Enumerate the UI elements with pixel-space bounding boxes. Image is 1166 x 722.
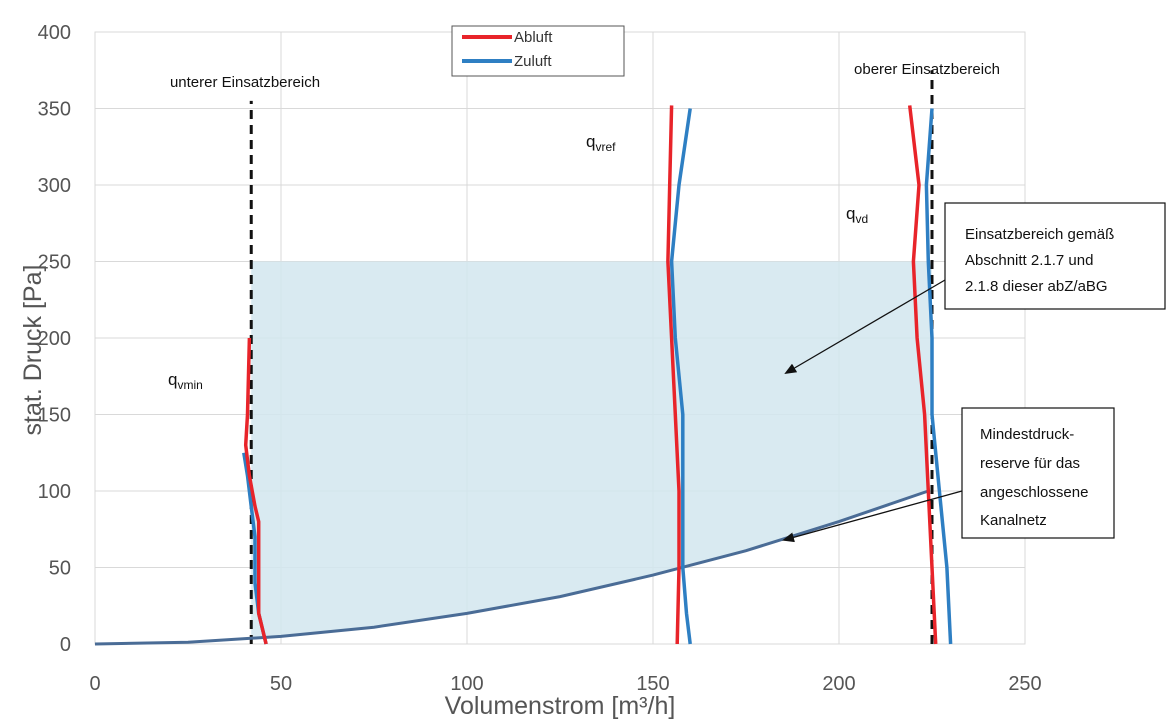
- y-tick-label: 0: [60, 634, 71, 656]
- y-axis-title: stat. Druck [Pa]: [19, 265, 47, 436]
- x-tick-label: 50: [270, 673, 292, 695]
- qvd-label: qvd: [846, 204, 868, 226]
- y-tick-label: 350: [38, 99, 71, 121]
- y-tick-label: 400: [38, 22, 71, 44]
- x-tick-label: 0: [89, 673, 100, 695]
- lower-range-label: unterer Einsatzbereich: [170, 74, 320, 91]
- x-axis-title: Volumenstrom [m³/h]: [445, 692, 676, 720]
- y-tick-label: 50: [49, 558, 71, 580]
- x-tick-label: 150: [636, 673, 669, 695]
- pressure-reserve-arrow: [782, 490, 963, 543]
- qvmin-label: qvmin: [168, 370, 203, 392]
- y-tick-label: 150: [38, 405, 71, 427]
- pressure-reserve-callout: Mindestdruck- reserve für das angeschlos…: [782, 407, 1115, 543]
- zuluft-line-2: [669, 108, 692, 645]
- y-tick-label: 100: [38, 481, 71, 503]
- axis-ticks: 0 50 100 150 200 250 300 350 400 0 50 100 150 200 250: [38, 22, 1042, 695]
- legend-label-zuluft: Zuluft: [514, 53, 552, 70]
- pressure-reserve-line-4: Kanalnetz: [980, 512, 1047, 529]
- upper-range-label: oberer Einsatzbereich: [854, 61, 1000, 78]
- zuluft-line-3: [924, 108, 953, 645]
- operating-range-box: [944, 202, 1166, 310]
- operating-range-callout: Einsatzbereich gemäß Abschnitt 2.1.7 und…: [784, 202, 1166, 375]
- y-tick-label: 200: [38, 328, 71, 350]
- legend-label-abluft: Abluft: [514, 29, 553, 46]
- operating-range-line-3: 2.1.8 dieser abZ/aBG: [965, 278, 1108, 295]
- shaded-area: [251, 261, 933, 638]
- operating-range-line-2: Abschnitt 2.1.7 und: [965, 252, 1093, 269]
- pressure-reserve-line-2: reserve für das: [980, 455, 1080, 472]
- x-tick-label: 250: [1008, 673, 1041, 695]
- abluft-line-1: [243, 337, 268, 645]
- legend: Abluft Zuluft: [451, 25, 625, 77]
- operating-range-arrow: [784, 279, 946, 375]
- pressure-reserve-line-1: Mindestdruck-: [980, 426, 1074, 443]
- x-tick-label: 100: [450, 673, 483, 695]
- qvref-label: qvref: [586, 132, 616, 154]
- abluft-line-2: [666, 105, 681, 645]
- y-tick-label: 300: [38, 175, 71, 197]
- operating-range-line-1: Einsatzbereich gemäß: [965, 226, 1114, 243]
- pressure-reserve-box: [961, 407, 1115, 539]
- legend-box: [451, 25, 625, 77]
- abluft-line-3: [907, 105, 938, 645]
- shaded-operating-region: [251, 261, 933, 638]
- x-tick-label: 200: [822, 673, 855, 695]
- y-tick-label: 250: [38, 252, 71, 274]
- pressure-reserve-line-3: angeschlossene: [980, 484, 1088, 501]
